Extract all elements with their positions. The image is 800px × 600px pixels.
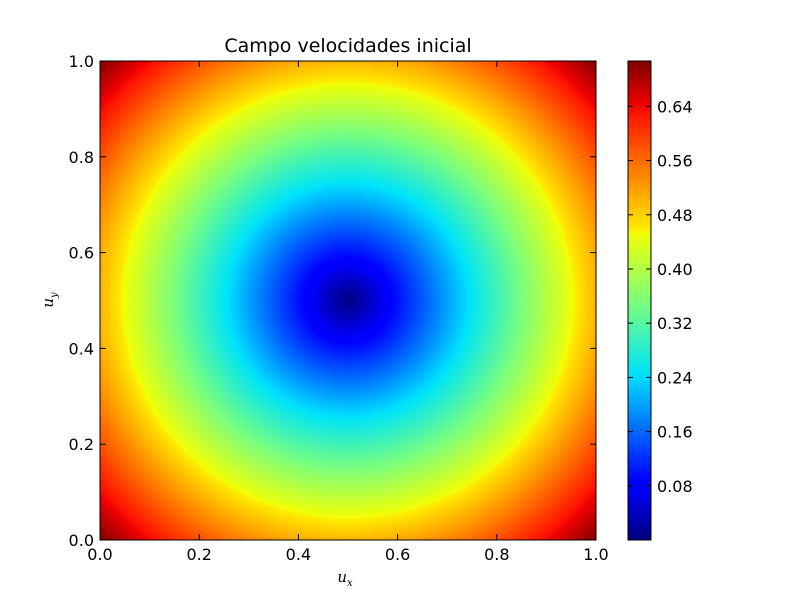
heatmap-field (100, 61, 596, 540)
colorbar-tick-label: 0.08 (657, 477, 693, 496)
colorbar-tick-label: 0.48 (657, 206, 693, 225)
y-tick-label: 0.8 (69, 148, 94, 167)
colorbar-tick-label: 0.56 (657, 152, 693, 171)
y-axis-label: uy (39, 292, 60, 308)
colorbar-gradient (628, 61, 651, 540)
colorbar-tick-label: 0.32 (657, 314, 693, 333)
x-tick-label: 0.2 (186, 545, 211, 564)
colorbar-axis: 0.08 0.16 0.24 0.32 0.40 0.48 0.56 0.64 (628, 97, 693, 496)
colorbar-tick-label: 0.40 (657, 260, 693, 279)
x-axis: 0.0 0.2 0.4 0.6 0.8 1.0 (87, 61, 609, 564)
x-axis-label: ux (337, 568, 353, 589)
colorbar-tick-label: 0.64 (657, 97, 693, 116)
y-tick-label: 0.4 (69, 339, 94, 358)
colorbar-tick-label: 0.16 (657, 423, 693, 442)
plot-area (99, 60, 597, 541)
y-axis: 0.0 0.2 0.4 0.6 0.8 1.0 (69, 52, 596, 550)
y-tick-label: 0.6 (69, 244, 94, 263)
x-tick-label: 0.0 (87, 545, 112, 564)
x-tick-label: 0.4 (286, 545, 311, 564)
x-tick-label: 1.0 (583, 545, 608, 564)
plot-frame (99, 60, 597, 541)
x-tick-label: 0.6 (385, 545, 410, 564)
colorbar: 0.08 0.16 0.24 0.32 0.40 0.48 0.56 0.64 (627, 60, 693, 541)
colorbar-frame (627, 60, 652, 541)
y-tick-label: 0.0 (69, 531, 94, 550)
y-tick-label: 0.2 (69, 435, 94, 454)
x-tick-label: 0.8 (484, 545, 509, 564)
y-tick-label: 1.0 (69, 52, 94, 71)
chart-title: Campo velocidades inicial (224, 35, 471, 57)
colorbar-tick-label: 0.24 (657, 368, 693, 387)
